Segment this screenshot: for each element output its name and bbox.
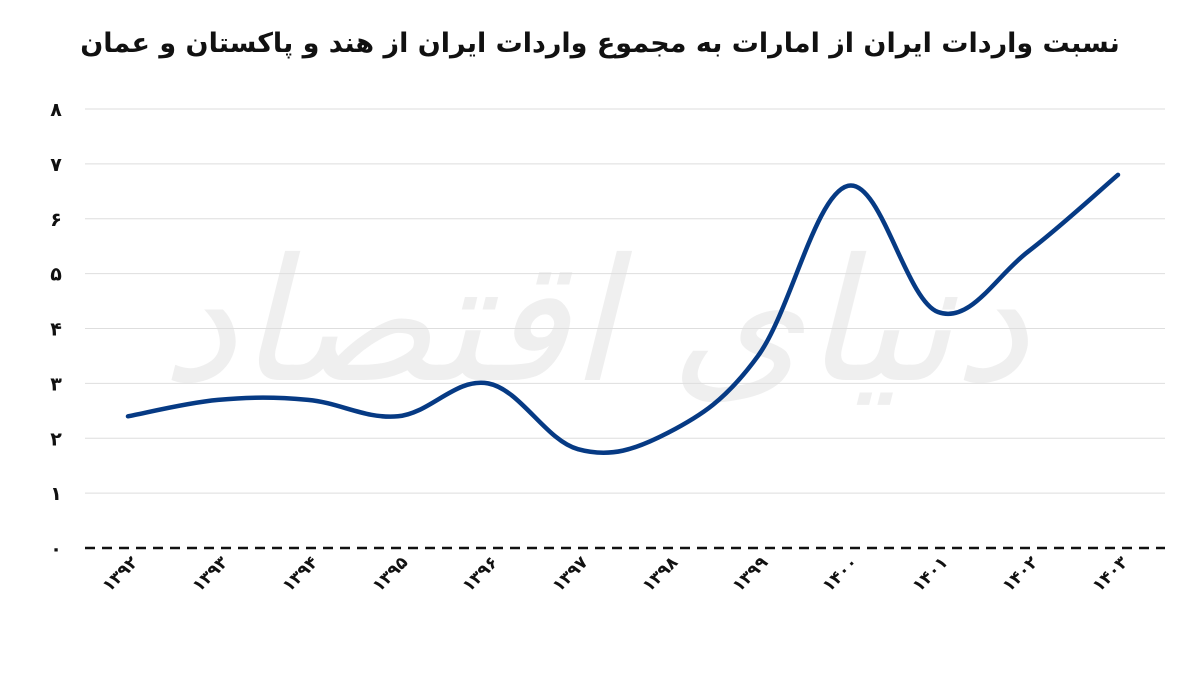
- x-tick-label: ۱۳۹۷: [549, 552, 593, 596]
- x-tick-label: ۱۳۹۴: [279, 553, 322, 596]
- x-tick-label: ۱۳۹۹: [729, 552, 773, 596]
- x-tick-label: ۱۳۹۸: [639, 552, 683, 596]
- y-tick-label: ۳: [50, 373, 62, 395]
- watermark-logo: دنیای اقتصاد: [161, 223, 1030, 421]
- x-tick-label: ۱۳۹۵: [369, 553, 412, 596]
- x-tick-label: ۱۴۰۱: [909, 553, 952, 596]
- y-tick-label: ۰: [50, 538, 62, 560]
- y-tick-label: ۱: [50, 483, 62, 505]
- y-tick-label: ۸: [50, 99, 62, 121]
- y-tick-label: ۵: [50, 264, 62, 286]
- y-tick-label: ۶: [50, 209, 62, 231]
- x-tick-label: ۱۳۹۳: [189, 552, 233, 596]
- series-layer: [125, 172, 1121, 456]
- x-tick-label: ۱۴۰۰: [819, 553, 862, 596]
- gridlines: [85, 108, 1165, 550]
- x-axis-ticks: ۱۳۹۲ ۱۳۹۳ ۱۳۹۴ ۱۳۹۵ ۱۳۹۶ ۱۳۹۷ ۱۳۹۸ ۱۳۹۹ ۱۴۰۰ ۱۴۰۱…: [99, 552, 1133, 596]
- x-tick-label: ۱۳۹۲: [99, 552, 143, 596]
- x-tick-label: ۱۳۹۶: [459, 553, 502, 596]
- x-tick-label: ۱۴۰۳: [1089, 552, 1133, 596]
- y-tick-label: ۴: [50, 319, 62, 341]
- y-tick-label: ۷: [50, 154, 62, 176]
- y-axis-ticks: ۰ ۱ ۲ ۳ ۴ ۵ ۶ ۷ ۸: [50, 99, 62, 560]
- chart-title: نسبت واردات ایران از امارات به مجموع وار…: [80, 28, 1120, 59]
- y-tick-label: ۲: [50, 428, 62, 450]
- x-tick-label: ۱۴۰۲: [999, 552, 1043, 596]
